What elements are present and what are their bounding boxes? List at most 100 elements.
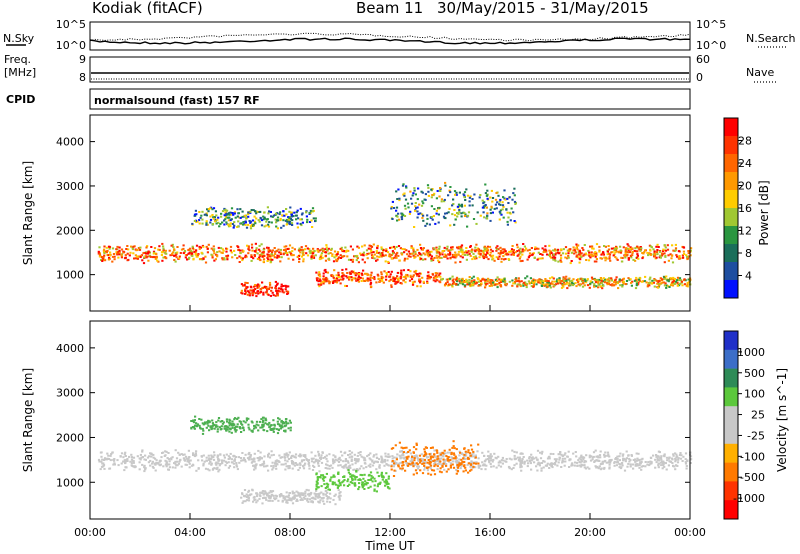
- power-cell: [380, 248, 383, 251]
- power-cell: [276, 291, 279, 294]
- power-cell: [261, 286, 264, 289]
- velocity-cell: [279, 427, 282, 430]
- power-cell: [458, 191, 461, 194]
- power-cell: [513, 187, 516, 190]
- power-cell: [351, 258, 355, 261]
- power-cell: [310, 256, 313, 259]
- velocity-cell: [640, 461, 643, 463]
- power-cell: [476, 249, 479, 251]
- velocity-cell: [305, 458, 308, 460]
- power-cell: [534, 246, 537, 249]
- power-cell: [295, 214, 298, 217]
- power-cell: [444, 253, 447, 256]
- velocity-cell: [558, 456, 561, 459]
- power-cell: [430, 205, 433, 208]
- power-cell: [290, 215, 293, 218]
- power-cell: [346, 276, 349, 279]
- power-cell: [385, 278, 388, 281]
- power-cell: [292, 215, 295, 218]
- velocity-cell: [657, 455, 660, 458]
- power-cell: [256, 287, 259, 289]
- velocity-cell: [317, 494, 320, 496]
- power-cell: [355, 255, 359, 258]
- power-cell: [591, 278, 594, 281]
- power-cell: [485, 206, 488, 209]
- velocity-cell: [229, 427, 232, 430]
- power-cell: [435, 197, 438, 200]
- power-cell: [553, 280, 556, 283]
- power-cell: [116, 253, 119, 256]
- power-cell: [559, 280, 562, 283]
- velocity-cell: [387, 456, 390, 458]
- power-cell: [604, 245, 607, 248]
- power-cell: [552, 277, 555, 280]
- velocity-cell: [357, 469, 360, 472]
- velocity-cell: [388, 487, 391, 490]
- velocity-cell: [446, 459, 450, 462]
- power-cell: [299, 251, 302, 254]
- power-cell: [497, 252, 500, 255]
- power-cell: [653, 278, 656, 280]
- power-cell: [485, 247, 488, 250]
- velocity-cell: [382, 476, 385, 479]
- power-cell: [578, 250, 582, 253]
- power-cell: [558, 278, 561, 281]
- power-cell: [230, 213, 233, 216]
- velocity-cell: [453, 453, 456, 456]
- velocity-cell: [279, 425, 283, 428]
- power-cell: [351, 271, 354, 274]
- power-cell: [419, 243, 422, 246]
- power-cell: [324, 259, 328, 262]
- velocity-cell: [467, 451, 470, 454]
- velocity-cell: [682, 455, 685, 458]
- velocity-cell: [349, 453, 352, 456]
- velocity-cell: [250, 461, 253, 464]
- velocity-cell: [254, 426, 258, 429]
- velocity-cell: [270, 465, 273, 468]
- velocity-cell: [287, 422, 290, 425]
- velocity-cell: [576, 461, 579, 464]
- power-cell: [120, 248, 124, 251]
- power-cell: [161, 259, 164, 262]
- velocity-cell: [550, 462, 553, 465]
- power-cell: [198, 222, 201, 225]
- velocity-cell: [466, 463, 469, 466]
- velocity-cell: [428, 462, 431, 465]
- power-cell: [108, 254, 112, 257]
- power-cell: [445, 212, 448, 215]
- velocity-cell: [376, 471, 379, 474]
- velocity-cell: [302, 455, 305, 457]
- velocity-cell: [165, 461, 168, 464]
- velocity-cell: [345, 466, 348, 469]
- power-cell: [579, 283, 582, 286]
- power-cell: [247, 211, 250, 214]
- power-cell: [464, 213, 467, 216]
- power-cell: [610, 247, 613, 250]
- power-cell: [607, 283, 610, 285]
- power-cell: [245, 285, 248, 288]
- power-cell: [424, 224, 427, 227]
- power-cell: [266, 206, 269, 209]
- power-cell: [298, 249, 301, 252]
- velocity-cell: [502, 459, 505, 462]
- power-cell: [672, 249, 675, 252]
- power-cell: [659, 277, 662, 280]
- velocity-cell: [282, 463, 285, 466]
- power-cell: [255, 295, 258, 298]
- power-cell: [605, 281, 609, 284]
- power-cell: [286, 220, 289, 223]
- power-cell: [554, 259, 557, 262]
- velocity-cell: [225, 418, 228, 421]
- velocity-cell: [442, 458, 445, 461]
- velocity-cell: [205, 456, 208, 459]
- power-cell: [339, 247, 342, 250]
- power-cell: [532, 279, 535, 282]
- velocity-cell: [456, 466, 460, 469]
- velocity-cell: [675, 456, 678, 459]
- power-cell: [444, 212, 447, 215]
- power-cell: [534, 279, 537, 282]
- velocity-cell: [597, 459, 600, 462]
- velocity-cell: [359, 453, 362, 456]
- velocity-cell: [321, 474, 325, 477]
- velocity-cell: [614, 457, 617, 460]
